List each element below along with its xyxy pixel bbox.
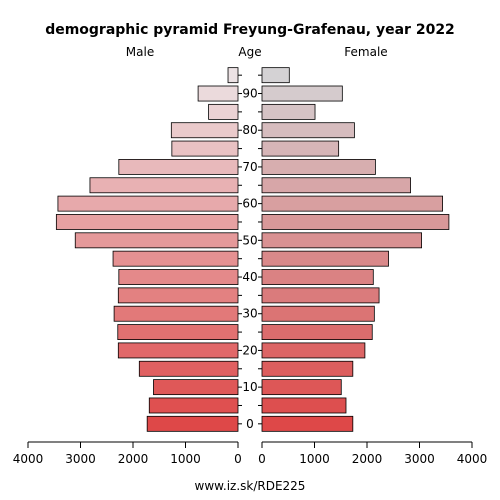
female-bar-0-4 [261,415,354,432]
female-bar-20-24 [261,342,366,359]
age-tick-label: 80 [242,123,257,137]
female-bar-60-64 [261,195,444,212]
male-bar-20-24 [117,342,239,359]
male-bar-75-79 [171,140,239,157]
female-bar-10-14 [261,379,342,396]
female-bar-30-34 [261,305,375,322]
age-tick-label: 30 [242,307,257,321]
male-bar-90+ [197,85,239,102]
male-bar-35-39 [117,287,239,304]
male-bar-55-59 [55,214,239,230]
male-label: Male [126,45,154,59]
male-x-tick-label: 4000 [13,452,44,466]
female-bar-40-44 [261,269,374,285]
female-bar-45-49 [261,250,389,267]
female-bar-80-84 [261,122,355,139]
female-x-tick-label: 4000 [457,452,488,466]
male-x-tick-label: 3000 [65,452,96,466]
female-bar-5-9 [261,397,347,414]
female-x-tick-label: 1000 [299,452,330,466]
male-x-tick-label: 2000 [118,452,149,466]
male-bar-85-89 [208,103,239,120]
female-bar-55-59 [261,214,450,230]
male-x-tick-label: 0 [234,452,242,466]
female-bar-85-89 [261,103,316,120]
female-bar-75-79 [261,140,340,157]
male-bar-undefined [227,67,239,84]
male-bar-25-29 [117,324,239,340]
female-bar-50-54 [261,232,423,249]
female-label: Female [344,45,387,59]
male-bar-45-49 [112,250,239,267]
source-label: www.iz.sk/RDE225 [195,479,306,493]
male-bar-80-84 [170,122,239,139]
age-tick-label: 20 [242,343,257,357]
female-x-tick-label: 3000 [404,452,435,466]
male-bar-65-69 [89,177,239,194]
male-bar-15-19 [138,360,239,377]
age-tick-label: 50 [242,233,257,247]
male-bar-0-4 [146,415,239,432]
male-bar-30-34 [113,305,239,322]
male-bar-5-9 [148,397,239,414]
age-tick-label: 40 [242,270,257,284]
female-bar-25-29 [261,324,373,340]
female-bar-65-69 [261,177,411,194]
male-bar-10-14 [153,379,239,396]
female-bar-15-19 [261,360,354,377]
female-bar-90+ [261,85,343,102]
male-x-tick-label: 1000 [170,452,201,466]
male-bar-70-74 [118,159,239,175]
chart-title: demographic pyramid Freyung-Grafenau, ye… [45,22,455,38]
female-x-tick-label: 2000 [352,452,383,466]
age-tick-label: 60 [242,197,257,211]
age-tick-label: 10 [242,380,257,394]
female-bar-70-74 [261,159,376,175]
male-bar-50-54 [74,232,239,249]
age-tick-label: 0 [246,417,254,431]
axes-group: 0 10 20 30 40 50 60 70 80 90 4000 3000 2000 1000 0 0 100… [13,74,488,466]
female-bar-undefined [261,67,290,84]
male-bar-40-44 [118,269,239,285]
male-bar-60-64 [57,195,239,212]
age-label: Age [238,45,261,59]
age-tick-label: 70 [242,160,257,174]
female-bar-35-39 [261,287,380,304]
female-x-tick-label: 0 [258,452,266,466]
age-tick-label: 90 [242,87,257,101]
bars-group [55,67,450,432]
